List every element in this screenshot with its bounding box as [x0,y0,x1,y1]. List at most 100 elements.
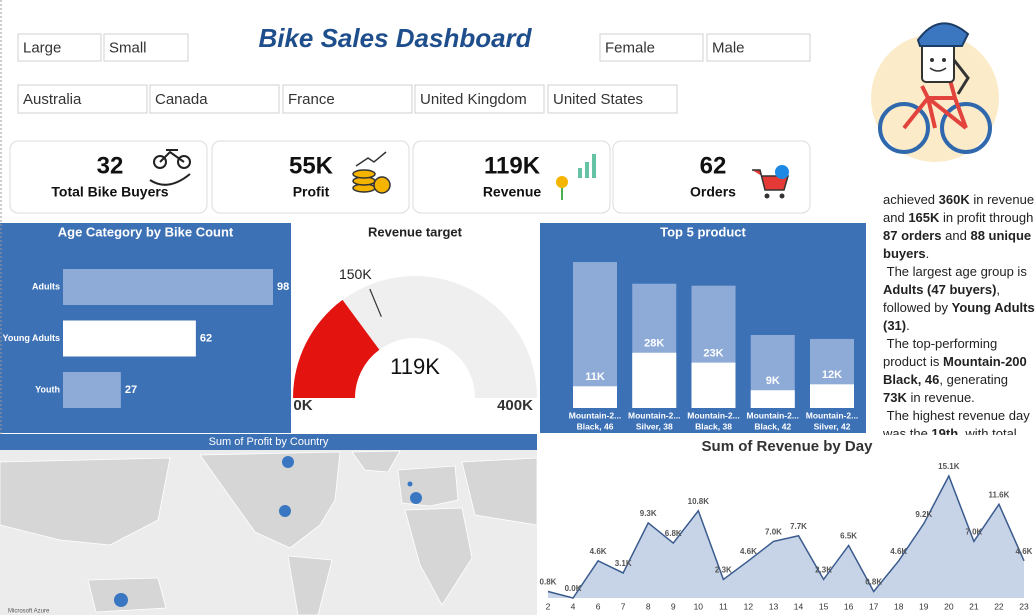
category-label: Mountain-2... [806,410,858,420]
kpi-label: Orders [690,184,736,200]
chart-title: Age Category by Bike Count [58,224,234,239]
bar [63,320,196,357]
icon-part [355,151,387,167]
x-tick-label: 2 [546,601,551,611]
slicer-button[interactable] [706,33,811,62]
x-tick-label: 14 [794,601,804,611]
category-label: Youth [35,384,60,394]
icon-part [153,155,167,169]
bar [573,262,617,408]
land [87,577,167,613]
slicer-label[interactable]: United States [553,91,643,108]
kpi-value: 62 [700,152,727,179]
slicer-button[interactable] [17,84,148,114]
category-label: Mountain-2... [747,410,799,420]
slicer-label[interactable]: Male [712,39,745,56]
data-label: 0.8K [540,578,557,587]
icon-part [177,155,191,169]
slicer-button[interactable] [414,84,545,114]
icon-part [779,193,785,199]
narrative-text: Adults (47 buyers) [883,282,997,297]
kpi-card [211,140,410,214]
narrative-text: in revenue. [906,390,975,405]
slicer-label[interactable]: Female [605,39,655,56]
narrative-paragraph: The highest revenue day was the 19th, wi… [883,407,1035,435]
x-tick-label: 18 [894,601,904,611]
category-label: Mountain-2... [687,410,739,420]
kpi-card [612,140,811,214]
bar [810,384,854,408]
narrative-text: and [941,228,971,243]
slicer-label[interactable]: Australia [23,91,82,108]
narrative-text: , followed by [883,282,1004,315]
chart-title: Sum of Revenue by Day [702,438,874,455]
kpi-label: Profit [293,184,330,200]
x-tick-label: 17 [869,601,879,611]
category-label: Black, 38 [695,421,732,431]
slicer-button[interactable] [149,84,280,114]
kpi-value: 55K [289,152,334,179]
data-label: 9K [766,375,780,387]
slicer-button[interactable] [282,84,413,114]
chart-title: Revenue target [368,224,463,239]
slicer-label[interactable]: France [288,91,335,108]
slicer-label[interactable]: Large [23,39,61,56]
slicer-label[interactable]: Small [109,39,147,56]
kpi-label: Total Bike Buyers [51,184,168,200]
data-label: 2.3K [815,566,832,575]
data-label: 7.7K [790,522,807,531]
bar [63,372,121,408]
narrative-paragraph: The top-performing product is Mountain-2… [883,335,1035,407]
data-label: 0.8K [865,578,882,587]
narrative-text: 88 unique buyers [883,228,1035,261]
category-label: Mountain-2... [628,410,680,420]
narrative-text: The highest revenue day was the [883,408,1034,435]
narrative-text: achieved [883,192,939,207]
bar [573,386,617,408]
slicer-label[interactable]: United Kingdom [420,91,527,108]
rider [921,41,955,83]
wheel [878,102,930,154]
land [404,507,473,606]
kpi-value: 119K [484,152,541,179]
category-label: Black, 46 [577,421,614,431]
arm [952,59,970,95]
land [397,465,459,507]
target-label: 150K [339,266,372,282]
line [547,474,1025,599]
data-label: 7.0K [765,528,782,537]
x-tick-label: 4 [571,601,576,611]
narrative-text: , generating [939,372,1012,387]
data-label: 23K [703,348,723,360]
icon-part [159,149,185,163]
slicer-button[interactable] [103,33,189,62]
category-label: Adults [32,281,60,291]
x-tick-label: 16 [844,601,854,611]
data-label: 27 [125,384,137,396]
slicer-label[interactable]: Canada [155,91,208,108]
data-label: 12K [822,369,842,381]
x-tick-label: 10 [694,601,704,611]
eye [930,58,934,62]
x-tick-label: 22 [994,601,1004,611]
land [287,555,333,615]
x-tick-label: 9 [671,601,676,611]
narrative-text: 73K [883,390,907,405]
slicer-button[interactable] [547,84,678,114]
icon-part [149,173,191,186]
narrative-text: 360K [938,192,970,207]
dashboard-title: Bike Sales Dashboard [258,23,532,53]
narrative-text: in revenue and [883,192,1035,225]
data-label: 0.0K [565,584,582,593]
slicer-button[interactable] [17,33,102,62]
gauge-min-label: 0K [293,397,312,414]
slicer-button[interactable] [599,33,704,62]
x-tick-label: 8 [646,601,651,611]
data-label: 11K [585,371,605,383]
data-label: 4.6K [1016,547,1033,556]
x-tick-label: 13 [769,601,779,611]
narrative-text: 87 orders [883,228,942,243]
narrative-text: in profit through [943,210,1034,225]
narrative-text: . [925,246,930,261]
